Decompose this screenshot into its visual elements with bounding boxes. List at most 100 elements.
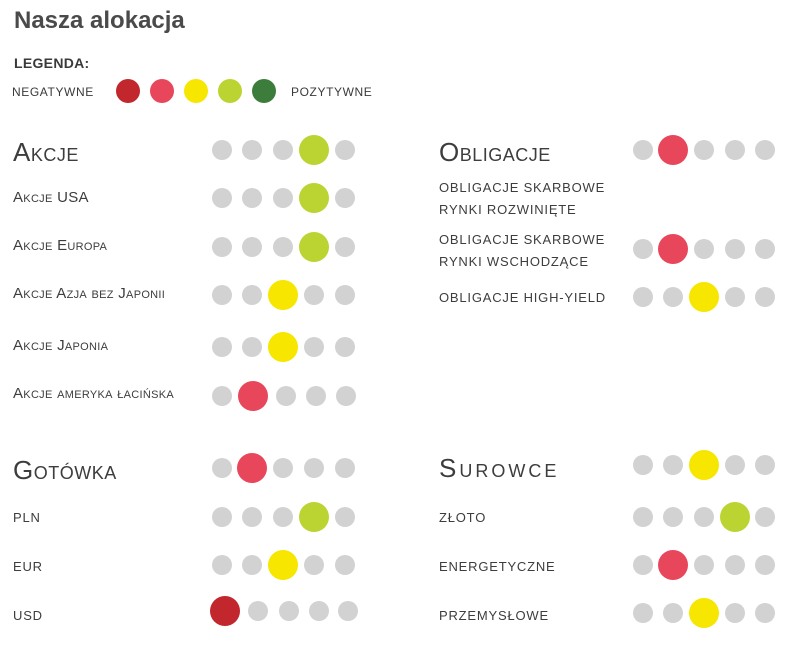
rating-dot-active-akcje-row-4-2 — [238, 381, 268, 411]
legend-dot-negative — [150, 79, 174, 103]
rating-dot-surowce-row-0-2 — [663, 507, 683, 527]
rating-dot-surowce-row-2-4 — [725, 603, 745, 623]
rating-dot-gotowka-section-5 — [335, 458, 355, 478]
rating-dot-active-surowce-section-3 — [689, 450, 719, 480]
legend-negative-label: NEGATYWNE — [12, 85, 94, 99]
rating-dot-obligacje-row-1-5 — [755, 239, 775, 259]
section-title-surowce: Surowce — [439, 453, 560, 483]
row-label-akcje-europa: Akcje Europa — [13, 237, 108, 254]
rating-dot-surowce-row-0-5 — [755, 507, 775, 527]
rating-dot-active-gotowka-row-2-1 — [210, 596, 240, 626]
rating-dot-akcje-row-0-3 — [273, 188, 293, 208]
row-label-usd: USD — [13, 608, 43, 623]
rating-dot-active-surowce-row-2-3 — [689, 598, 719, 628]
row-label-pln: PLN — [13, 510, 41, 525]
rating-dot-akcje-row-3-2 — [242, 337, 262, 357]
rating-dot-obligacje-row-2-5 — [755, 287, 775, 307]
rating-dot-akcje-row-4-5 — [336, 386, 356, 406]
row-label-energetyczne: ENERGETYCZNE — [439, 559, 556, 574]
rating-dot-akcje-row-4-4 — [306, 386, 326, 406]
rating-dot-obligacje-row-1-3 — [694, 239, 714, 259]
rating-dot-obligacje-row-1-1 — [633, 239, 653, 259]
row-label-akcje-usa: Akcje USA — [13, 189, 89, 206]
row-label-eur: EUR — [13, 559, 43, 574]
rating-dot-gotowka-row-1-4 — [304, 555, 324, 575]
row-label-akcje-japonia: Akcje Japonia — [13, 337, 109, 354]
rating-dot-active-obligacje-section-2 — [658, 135, 688, 165]
rating-dot-obligacje-row-2-1 — [633, 287, 653, 307]
rating-dot-surowce-section-2 — [663, 455, 683, 475]
rating-dot-gotowka-section-4 — [304, 458, 324, 478]
rating-dot-gotowka-row-2-3 — [279, 601, 299, 621]
rating-dot-surowce-section-1 — [633, 455, 653, 475]
rating-dot-gotowka-section-3 — [273, 458, 293, 478]
section-title-obligacje: Obligacje — [439, 137, 551, 167]
row-label-obligacje-high-yield: OBLIGACJE HIGH-YIELD — [439, 290, 606, 305]
rating-dot-active-obligacje-row-1-2 — [658, 234, 688, 264]
rating-dot-surowce-row-2-5 — [755, 603, 775, 623]
rating-dot-akcje-row-2-2 — [242, 285, 262, 305]
rating-dot-active-akcje-row-2-3 — [268, 280, 298, 310]
rating-dot-gotowka-row-2-2 — [248, 601, 268, 621]
page-title: Nasza alokacja — [14, 7, 185, 34]
rating-dot-gotowka-row-2-5 — [338, 601, 358, 621]
rating-dot-obligacje-section-4 — [725, 140, 745, 160]
rating-dot-active-akcje-row-0-4 — [299, 183, 329, 213]
rating-dot-akcje-row-0-2 — [242, 188, 262, 208]
rating-dot-obligacje-section-3 — [694, 140, 714, 160]
rating-dot-akcje-section-5 — [335, 140, 355, 160]
section-title-akcje: Akcje — [13, 137, 79, 167]
rating-dot-obligacje-row-2-2 — [663, 287, 683, 307]
rating-dot-akcje-row-0-5 — [335, 188, 355, 208]
rating-dot-surowce-row-1-1 — [633, 555, 653, 575]
rating-dot-akcje-row-4-3 — [276, 386, 296, 406]
rating-dot-gotowka-row-0-5 — [335, 507, 355, 527]
rating-dot-akcje-row-1-2 — [242, 237, 262, 257]
row-label-przemyslowe: PRZEMYSŁOWE — [439, 608, 549, 623]
rating-dot-surowce-row-1-5 — [755, 555, 775, 575]
row-label-akcje-ameryka-lacinska: Akcje ameryka łacińska — [13, 385, 175, 402]
rating-dot-active-akcje-row-3-3 — [268, 332, 298, 362]
rating-dot-akcje-row-3-1 — [212, 337, 232, 357]
rating-dot-akcje-row-2-4 — [304, 285, 324, 305]
rating-dot-active-gotowka-row-0-4 — [299, 502, 329, 532]
rating-dot-akcje-section-2 — [242, 140, 262, 160]
rating-dot-akcje-row-2-5 — [335, 285, 355, 305]
rating-dot-akcje-section-3 — [273, 140, 293, 160]
rating-dot-akcje-row-1-1 — [212, 237, 232, 257]
rating-dot-gotowka-row-1-5 — [335, 555, 355, 575]
row-label-akcje-azja: Akcje Azja bez Japonii — [13, 285, 166, 302]
rating-dot-gotowka-row-2-4 — [309, 601, 329, 621]
rating-dot-active-akcje-row-1-4 — [299, 232, 329, 262]
rating-dot-active-obligacje-row-2-3 — [689, 282, 719, 312]
rating-dot-akcje-row-0-1 — [212, 188, 232, 208]
rating-dot-gotowka-row-1-2 — [242, 555, 262, 575]
rating-dot-obligacje-row-1-4 — [725, 239, 745, 259]
rating-dot-akcje-row-4-1 — [212, 386, 232, 406]
rating-dot-akcje-row-1-3 — [273, 237, 293, 257]
legend-dot-very-negative — [116, 79, 140, 103]
rating-dot-active-surowce-row-1-2 — [658, 550, 688, 580]
rating-dot-akcje-section-1 — [212, 140, 232, 160]
legend-label: LEGENDA: — [14, 55, 90, 71]
row-label-obligacje-wschodzace: OBLIGACJE SKARBOWE RYNKI WSCHODZĄCE — [439, 232, 606, 269]
rating-dot-gotowka-section-1 — [212, 458, 232, 478]
rating-dot-akcje-row-3-4 — [304, 337, 324, 357]
legend-dot-positive — [218, 79, 242, 103]
rating-dot-surowce-section-5 — [755, 455, 775, 475]
rating-dot-obligacje-row-2-4 — [725, 287, 745, 307]
rating-dot-surowce-row-0-1 — [633, 507, 653, 527]
rating-dot-gotowka-row-1-1 — [212, 555, 232, 575]
rating-dot-surowce-row-0-3 — [694, 507, 714, 527]
rating-dot-akcje-row-1-5 — [335, 237, 355, 257]
legend-dot-very-positive — [252, 79, 276, 103]
rating-dot-gotowka-row-0-3 — [273, 507, 293, 527]
rating-dot-active-gotowka-section-2 — [237, 453, 267, 483]
rating-dot-surowce-row-2-2 — [663, 603, 683, 623]
rating-dot-active-akcje-section-4 — [299, 135, 329, 165]
section-title-gotowka: Gotówka — [13, 455, 117, 485]
row-label-obligacje-rozwiniete: OBLIGACJE SKARBOWE RYNKI ROZWINIĘTE — [439, 180, 606, 217]
rating-dot-akcje-row-2-1 — [212, 285, 232, 305]
legend-dot-neutral — [184, 79, 208, 103]
rating-dot-active-gotowka-row-1-3 — [268, 550, 298, 580]
